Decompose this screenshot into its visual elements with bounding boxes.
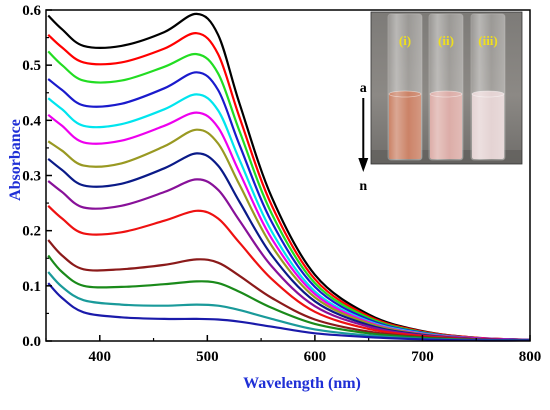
y-axis-label: Absorbance	[7, 119, 24, 201]
vial-glass-shine	[471, 14, 505, 160]
vial-glass-shine	[429, 14, 463, 160]
down-arrow-icon	[358, 158, 369, 172]
series-order-annotation: a n	[358, 81, 369, 194]
y-tick-label: 0.2	[22, 224, 41, 240]
vial-glass-shine	[388, 14, 422, 160]
vial-1: (i)	[387, 13, 423, 161]
vial-label: (ii)	[438, 33, 454, 48]
vials-group: (i) (ii) (iii)	[387, 13, 506, 161]
y-tick-label: 0.0	[22, 334, 41, 350]
x-axis-label: Wavelength (nm)	[243, 375, 361, 392]
y-tick-label: 0.1	[22, 279, 41, 295]
x-tick-label: 600	[304, 349, 327, 365]
x-tick-label: 400	[89, 349, 112, 365]
ticks-layer: 400 500 600 700 800 0.0 0.1 0.2 0.3 0.4 0.5 0.6	[22, 3, 541, 365]
y-tick-label: 0.6	[22, 3, 41, 19]
vials-photo-inset: (i) (ii) (iii)	[370, 11, 523, 165]
series-line-12	[47, 254, 531, 342]
x-tick-label: 500	[196, 349, 219, 365]
vial-3: (iii)	[470, 13, 506, 161]
vial-2: (ii)	[428, 13, 464, 161]
series-line-14	[47, 282, 531, 342]
series-line-11	[47, 239, 531, 342]
x-tick-label: 700	[411, 349, 434, 365]
series-layer	[47, 12, 531, 342]
annotation-start-label: a	[360, 81, 367, 96]
series-line-10	[47, 205, 531, 342]
vial-label: (iii)	[478, 33, 498, 48]
inset-border	[370, 11, 523, 165]
y-tick-label: 0.3	[22, 169, 41, 185]
y-tick-label: 0.4	[22, 113, 41, 129]
x-tick-label: 800	[519, 349, 542, 365]
vial-label: (i)	[399, 33, 411, 48]
annotation-end-label: n	[359, 179, 367, 194]
y-tick-label: 0.5	[22, 58, 41, 74]
